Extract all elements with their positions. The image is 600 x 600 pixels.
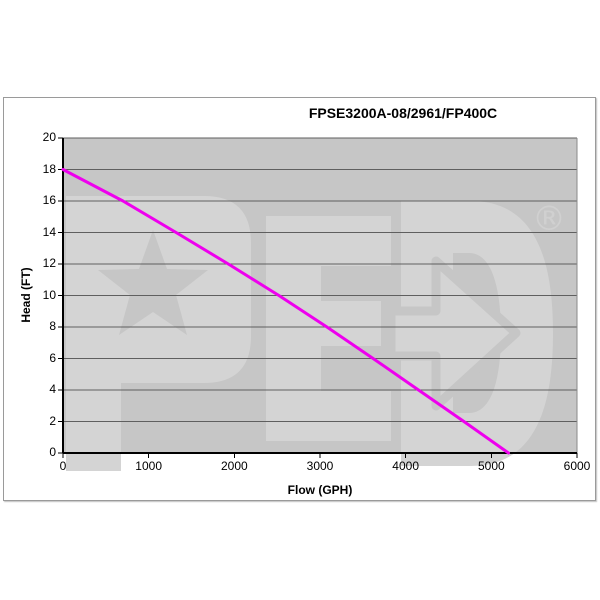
axis-labels-layer: Head (FT) Flow (GPH) 0 2 4 6 8 10 12 14 16 18 20 0… [4, 98, 595, 500]
y-tick-label: 18 [42, 161, 56, 176]
y-tick-label: 6 [49, 350, 56, 365]
x-tick-label: 1000 [135, 459, 162, 473]
y-tick-label: 12 [42, 256, 56, 270]
y-tick-label: 20 [42, 130, 56, 144]
y-tick-label: 10 [42, 287, 56, 302]
x-tick-label: 5000 [477, 459, 505, 473]
y-tick-label: 8 [49, 319, 56, 333]
y-tick-label: 0 [49, 445, 56, 459]
x-tick-label: 4000 [392, 459, 419, 473]
y-tick-label: 2 [49, 413, 56, 428]
y-tick-label: 14 [42, 224, 56, 239]
x-tick-label: 6000 [563, 459, 591, 473]
pump-curve-chart: FPSE3200A-08/2961/FP400C ® Head (FT) Flo… [3, 97, 596, 501]
chart-title: FPSE3200A-08/2961/FP400C [308, 105, 498, 121]
x-tick-label: 3000 [306, 459, 334, 473]
y-tick-label: 16 [42, 193, 56, 207]
x-tick-label: 2000 [220, 459, 248, 473]
y-tick-label: 4 [49, 382, 56, 396]
x-axis-title: Flow (GPH) [287, 483, 353, 497]
x-tick-label: 0 [59, 459, 67, 473]
